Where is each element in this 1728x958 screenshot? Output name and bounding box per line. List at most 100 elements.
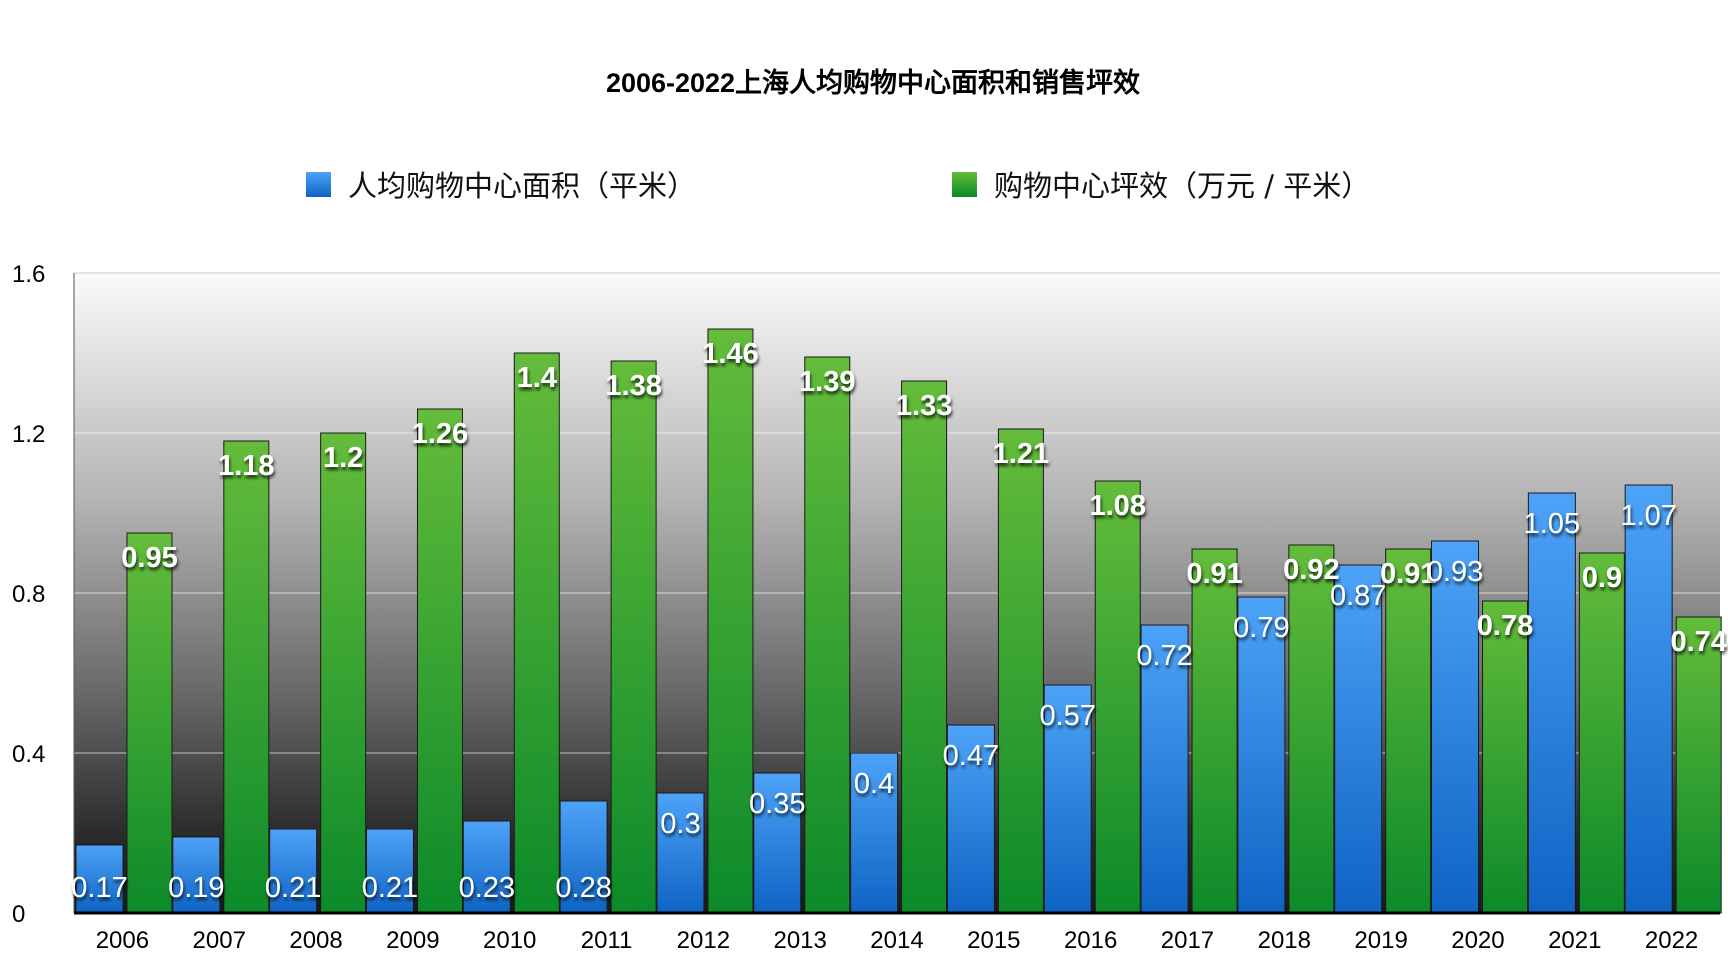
x-tick-label: 2017 (1161, 927, 1214, 954)
bar-area-2011 (559, 800, 608, 914)
x-tick-label: 2018 (1258, 927, 1311, 954)
bar-area-2014 (850, 752, 899, 914)
data-label-efficiency-2020: 0.78 (1477, 610, 1533, 642)
bar-efficiency-2019 (1385, 548, 1432, 914)
data-label-area-2008: 0.21 (265, 872, 321, 904)
bar-area-2012 (656, 792, 705, 914)
y-tick-label: 0.4 (12, 741, 45, 768)
y-tick-label: 0 (12, 901, 25, 928)
data-label-area-2010: 0.23 (459, 872, 515, 904)
legend: 人均购物中心面积（平米） 购物中心坪效（万元 / 平米） (306, 169, 1370, 203)
bar-area-2008 (269, 828, 318, 914)
x-tick-label: 2008 (289, 927, 342, 954)
bar-efficiency-2022 (1675, 616, 1722, 914)
x-tick-label: 2019 (1354, 927, 1407, 954)
bar-efficiency-2013 (804, 356, 851, 914)
data-labels: 0.17 0.95 0.19 1.18 0.21 1.2 0.21 1.26 0.23 1.4 0.… (71, 338, 1727, 904)
x-tick-label: 2010 (483, 927, 536, 954)
y-axis-ticks: 0 0.4 0.8 1.2 1.6 (12, 261, 45, 928)
data-label-area-2017: 0.72 (1136, 640, 1192, 672)
bar-area-2020 (1431, 540, 1480, 914)
legend-swatch-blue (306, 172, 331, 197)
bar-area-2015 (946, 724, 995, 914)
bar-area-2007 (172, 836, 221, 914)
bar-efficiency-2014 (901, 380, 948, 914)
x-tick-label: 2012 (677, 927, 730, 954)
y-tick-label: 1.6 (12, 261, 45, 288)
data-label-efficiency-2022: 0.74 (1670, 626, 1726, 658)
bar-area-2021 (1527, 492, 1576, 914)
bar-efficiency-2006 (126, 532, 173, 914)
bar-area-2016 (1043, 684, 1092, 914)
bar-efficiency-2007 (223, 440, 270, 914)
x-tick-label: 2022 (1645, 927, 1698, 954)
data-label-efficiency-2018: 0.92 (1283, 554, 1339, 586)
legend-swatch-green (952, 172, 977, 197)
data-label-area-2021: 1.05 (1524, 508, 1580, 540)
legend-item-efficiency: 购物中心坪效（万元 / 平米） (952, 169, 1370, 203)
legend-label-area: 人均购物中心面积（平米） (348, 169, 696, 203)
data-label-efficiency-2016: 1.08 (1090, 490, 1146, 522)
bar-efficiency-2015 (997, 428, 1044, 914)
data-label-area-2014: 0.4 (854, 768, 894, 800)
data-label-area-2015: 0.47 (943, 740, 999, 772)
data-label-efficiency-2021: 0.9 (1582, 562, 1622, 594)
data-label-efficiency-2013: 1.39 (799, 366, 855, 398)
data-label-area-2006: 0.17 (71, 872, 127, 904)
data-label-efficiency-2007: 1.18 (218, 450, 274, 482)
y-tick-label: 1.2 (12, 421, 45, 448)
data-label-area-2018: 0.79 (1233, 612, 1289, 644)
data-label-area-2013: 0.35 (749, 788, 805, 820)
bar-efficiency-2012 (707, 328, 754, 914)
data-label-efficiency-2015: 1.21 (993, 438, 1049, 470)
x-tick-label: 2011 (581, 927, 633, 954)
bar-efficiency-2017 (1191, 548, 1238, 914)
bar-efficiency-2010 (513, 352, 560, 914)
x-tick-label: 2013 (773, 927, 826, 954)
x-tick-label: 2006 (96, 927, 149, 954)
y-tick-label: 0.8 (12, 581, 45, 608)
legend-item-area: 人均购物中心面积（平米） (306, 169, 696, 203)
bars (75, 328, 1722, 914)
data-label-area-2012: 0.3 (660, 808, 700, 840)
data-label-efficiency-2019: 0.91 (1380, 558, 1436, 590)
data-label-efficiency-2012: 1.46 (702, 338, 758, 370)
bar-efficiency-2021 (1578, 552, 1625, 914)
data-label-efficiency-2017: 0.91 (1186, 558, 1242, 590)
x-tick-label: 2007 (193, 927, 246, 954)
x-tick-label: 2014 (870, 927, 923, 954)
data-label-area-2019: 0.87 (1330, 580, 1386, 612)
bar-area-2017 (1140, 624, 1189, 914)
bar-area-2009 (365, 828, 414, 914)
legend-label-efficiency: 购物中心坪效（万元 / 平米） (994, 169, 1370, 203)
x-tick-label: 2021 (1548, 927, 1601, 954)
bar-area-2022 (1624, 484, 1673, 914)
bar-efficiency-2016 (1094, 480, 1141, 914)
x-tick-label: 2015 (967, 927, 1020, 954)
bar-efficiency-2009 (416, 408, 463, 914)
data-label-efficiency-2010: 1.4 (517, 362, 557, 394)
bar-area-2018 (1237, 596, 1286, 914)
data-label-area-2016: 0.57 (1040, 700, 1096, 732)
data-label-efficiency-2011: 1.38 (605, 370, 661, 402)
data-label-area-2011: 0.28 (555, 872, 611, 904)
data-label-area-2020: 0.93 (1427, 556, 1483, 588)
bar-area-2019 (1334, 564, 1383, 914)
data-label-efficiency-2006: 0.95 (121, 542, 177, 574)
x-axis-ticks: 2006 2007 2008 2009 2010 2011 2012 2013 2014 2015… (96, 927, 1699, 954)
data-label-efficiency-2014: 1.33 (896, 390, 952, 422)
data-label-area-2009: 0.21 (362, 872, 418, 904)
x-tick-label: 2009 (386, 927, 439, 954)
bar-area-2013 (753, 772, 802, 914)
bar-efficiency-2020 (1482, 600, 1529, 914)
data-label-efficiency-2008: 1.2 (323, 442, 363, 474)
data-label-area-2022: 1.07 (1620, 500, 1676, 532)
data-label-efficiency-2009: 1.26 (412, 418, 468, 450)
bar-efficiency-2008 (320, 432, 367, 914)
bar-efficiency-2011 (610, 360, 657, 914)
bar-efficiency-2018 (1288, 544, 1335, 914)
data-label-area-2007: 0.19 (168, 872, 224, 904)
x-tick-label: 2016 (1064, 927, 1117, 954)
chart-title: 2006-2022上海人均购物中心面积和销售坪效 (606, 67, 1140, 98)
